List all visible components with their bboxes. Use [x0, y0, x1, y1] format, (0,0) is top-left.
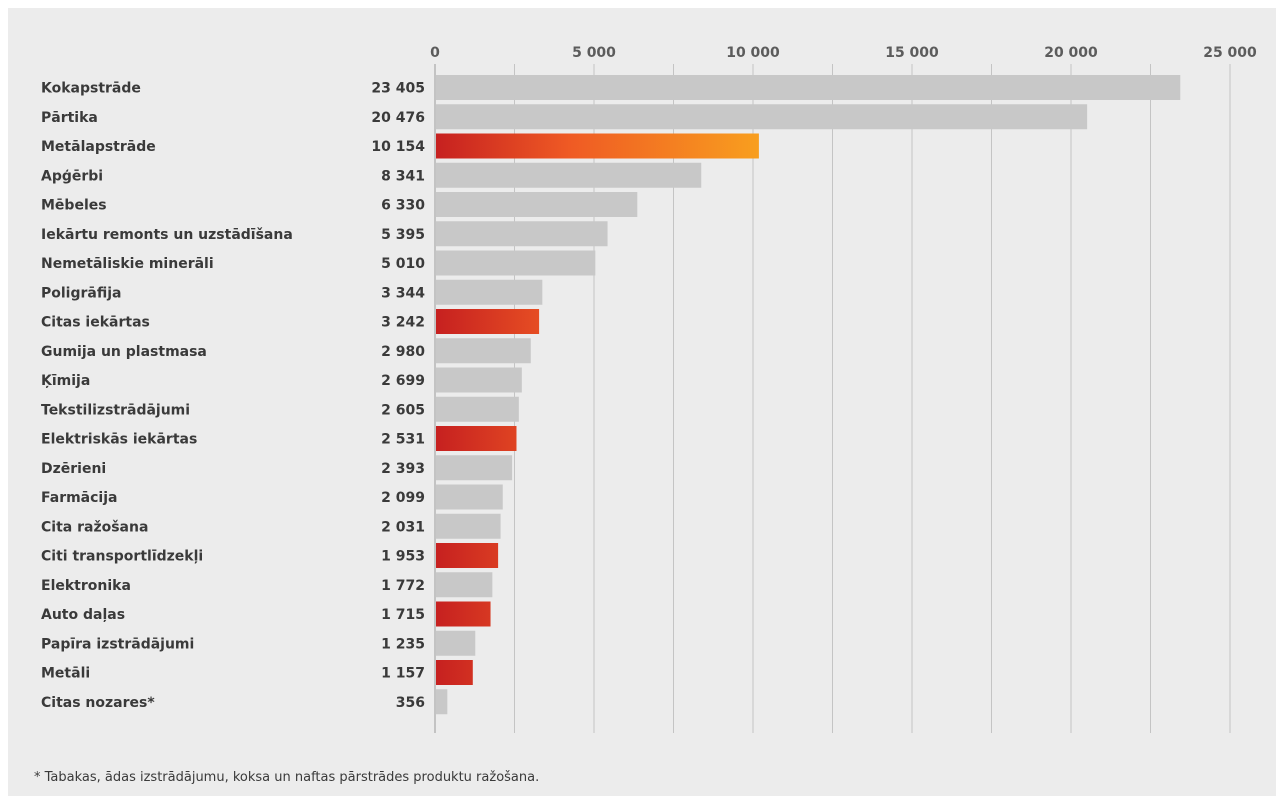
bar [436, 543, 499, 568]
value-label: 2 699 [381, 373, 425, 389]
category-label: Metālapstrāde [41, 139, 156, 155]
bar [436, 133, 759, 159]
value-label: 356 [396, 695, 425, 711]
category-label: Ķīmija [41, 373, 90, 389]
category-label: Citas iekārtas [41, 315, 150, 331]
bar [436, 192, 638, 217]
bar [436, 338, 531, 364]
category-label: Iekārtu remonts un uzstādīšana [41, 227, 293, 243]
value-label: 1 715 [381, 607, 425, 623]
value-label: 3 242 [381, 315, 425, 331]
category-label: Metāli [41, 666, 90, 682]
category-label: Dzērieni [41, 461, 106, 477]
value-label: 6 330 [381, 198, 425, 214]
value-label: 1 953 [381, 549, 425, 565]
category-label: Farmācija [41, 490, 117, 506]
value-label: 8 341 [381, 168, 425, 184]
category-label: Elektriskās iekārtas [41, 432, 197, 448]
bar [436, 601, 491, 627]
category-label: Auto daļas [41, 607, 125, 623]
category-label: Citi transportlīdzekļi [41, 549, 203, 565]
value-label: 1 235 [381, 636, 425, 652]
x-tick-label: 10 000 [726, 45, 780, 61]
bar [436, 455, 513, 481]
bar [436, 221, 608, 247]
bar [436, 104, 1088, 130]
bar [436, 660, 473, 685]
category-label: Citas nozares* [41, 695, 155, 711]
x-tick-label: 15 000 [885, 45, 939, 61]
value-label: 2 031 [381, 519, 425, 535]
x-tick-label: 20 000 [1044, 45, 1098, 61]
bar [436, 572, 493, 598]
bar [436, 279, 543, 305]
value-label: 2 531 [381, 432, 425, 448]
bar [436, 309, 540, 334]
value-label: 2 605 [381, 402, 425, 418]
value-label: 1 157 [381, 666, 425, 682]
value-label: 20 476 [371, 110, 425, 126]
bar [436, 367, 522, 393]
category-label: Pārtika [41, 110, 98, 126]
category-label: Mēbeles [41, 198, 107, 214]
category-label: Papīra izstrādājumi [41, 636, 194, 652]
chart-panel: 0 5 000 10 000 15 000 20 000 25 000 Kokapstrā… [8, 8, 1276, 796]
value-label: 2 393 [381, 461, 425, 477]
x-axis: 0 5 000 10 000 15 000 20 000 25 000 [430, 45, 1257, 61]
category-label: Gumija un plastmasa [41, 344, 207, 360]
category-label: Tekstilizstrādājumi [41, 402, 190, 418]
category-label: Cita ražošana [41, 519, 148, 535]
bar [436, 396, 519, 422]
bar-chart: 0 5 000 10 000 15 000 20 000 25 000 Kokapstrā… [41, 45, 1257, 733]
bar [436, 250, 596, 276]
value-label: 1 772 [381, 578, 425, 594]
value-label: 5 395 [381, 227, 425, 243]
bar [436, 426, 517, 451]
bar [436, 484, 503, 510]
bar [436, 689, 448, 715]
bar [436, 630, 476, 656]
value-label: 2 980 [381, 344, 425, 360]
footnote: * Tabakas, ādas izstrādājumu, koksa un n… [34, 770, 540, 785]
category-label: Kokapstrāde [41, 81, 141, 97]
x-tick-label: 0 [430, 45, 440, 61]
category-label: Nemetāliskie minerāli [41, 256, 214, 272]
category-labels: Kokapstrāde 23 405 Pārtika 20 476 Metālapstr… [41, 81, 425, 711]
x-tick-label: 5 000 [572, 45, 616, 61]
value-label: 3 344 [381, 285, 425, 301]
bar [436, 162, 702, 188]
bars [436, 75, 1181, 715]
bar [436, 513, 501, 539]
category-label: Poligrāfija [41, 285, 121, 301]
value-label: 23 405 [371, 81, 425, 97]
x-tick-label: 25 000 [1203, 45, 1257, 61]
bar [436, 75, 1181, 100]
value-label: 5 010 [381, 256, 425, 272]
category-label: Elektronika [41, 578, 131, 594]
value-label: 2 099 [381, 490, 425, 506]
value-label: 10 154 [371, 139, 425, 155]
category-label: Apģērbi [41, 168, 103, 184]
